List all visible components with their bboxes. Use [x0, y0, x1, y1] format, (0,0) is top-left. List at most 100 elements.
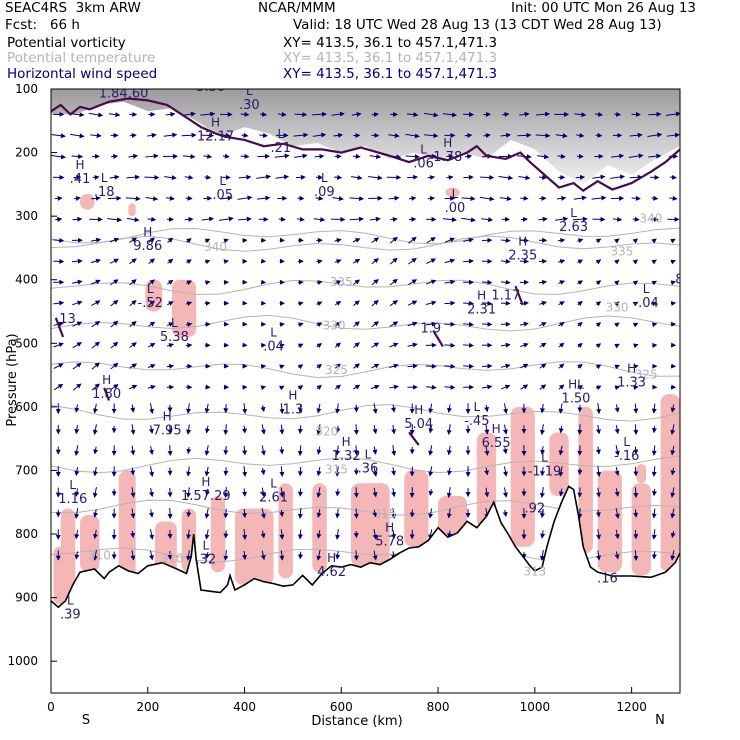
extremum-letter: H [342, 435, 351, 449]
wind-vector [538, 174, 548, 180]
extremum-letter: L [277, 127, 284, 141]
wind-vector [312, 132, 327, 138]
wind-vector [576, 132, 585, 138]
wind-vector [484, 424, 490, 435]
wind-vector [391, 445, 397, 457]
wind-vector [277, 111, 287, 117]
wind-vector [316, 363, 323, 369]
wind-vector [296, 216, 305, 222]
wind-vector [614, 551, 620, 560]
wind-vector [335, 488, 341, 497]
wind-vector [537, 154, 550, 160]
wind-vector [463, 363, 474, 369]
wind-vector [444, 237, 455, 243]
wind-vector [186, 529, 192, 540]
wind-vector [352, 384, 361, 390]
wind-vector [629, 132, 643, 138]
wind-vector [502, 446, 508, 455]
wind-vector [71, 279, 83, 285]
wind-vector [670, 467, 676, 476]
wind-vector [444, 258, 456, 264]
wind-vector [651, 280, 658, 286]
wind-vector [242, 508, 248, 519]
wind-vector [391, 467, 397, 476]
wind-vector [372, 550, 378, 561]
extremum-letter: H [288, 388, 297, 402]
wind-vector [447, 467, 452, 476]
wind-vector [204, 508, 210, 519]
extremum-value: 1.9 [420, 322, 441, 337]
pv-shade-region [53, 546, 66, 604]
wind-vector [446, 487, 452, 498]
wind-vector [391, 488, 397, 498]
pv-contour-segment [514, 285, 524, 306]
extremum-value: 9.86 [133, 239, 162, 254]
wind-vector [352, 153, 361, 159]
wind-vector [316, 343, 323, 348]
wind-vector [369, 154, 382, 160]
theta-contour [51, 279, 680, 296]
wind-vector [389, 278, 398, 286]
wind-vector [558, 466, 564, 477]
extremum-letter: L [219, 174, 226, 188]
wind-vector [614, 259, 620, 265]
init-time: Init: 00 UTC Mon 26 Aug 13 [511, 0, 696, 16]
field-theta-name: Potential temperature [7, 50, 156, 66]
wind-vector [428, 508, 434, 519]
wind-vector [484, 487, 490, 498]
wind-vector [595, 343, 602, 349]
pv-shade-region [350, 483, 390, 566]
wind-vector [294, 153, 308, 159]
wind-vector [71, 258, 83, 264]
wind-vector [595, 509, 601, 518]
wind-vector [632, 238, 639, 244]
wind-vector [651, 445, 657, 456]
wind-vector [577, 385, 583, 390]
wind-vector [389, 363, 399, 369]
wind-vector [665, 111, 680, 117]
wind-vector [223, 467, 229, 476]
extremum-value: .92 [525, 502, 546, 517]
theta-contour-label: 315 [373, 507, 396, 521]
wind-vector [353, 300, 360, 306]
wind-vector [577, 445, 583, 456]
wind-vector [128, 384, 138, 390]
wind-vector [70, 133, 85, 139]
extremum-letter: H [102, 373, 111, 387]
wind-vector [651, 238, 657, 244]
wind-vector [167, 445, 173, 457]
extremum-value: .30 [239, 98, 260, 113]
wind-vector [316, 259, 323, 264]
wind-vector [90, 279, 101, 285]
wind-vector [128, 153, 139, 159]
extremum-letter: H [492, 422, 501, 436]
wind-vector [407, 342, 418, 348]
contour-labels-layer: 340 340 335 335 330 330 325 325 320 315 315 310 310 3… [55, 89, 680, 623]
wind-vector [126, 174, 141, 180]
wind-vector [595, 259, 602, 265]
wind-vector [110, 362, 119, 370]
wind-vector [223, 259, 230, 265]
wind-vector [651, 529, 657, 540]
wind-vector [595, 446, 601, 455]
wind-vector [223, 487, 229, 499]
pv-shade-region [549, 432, 569, 496]
wind-vector [90, 237, 102, 243]
wind-vector [297, 488, 303, 497]
extremum-letter: L [202, 538, 209, 552]
wind-vector [500, 279, 511, 285]
x-tick-label: 400 [233, 700, 256, 714]
wind-vector [312, 111, 328, 117]
wind-vector [633, 403, 639, 414]
wind-vector [540, 467, 546, 477]
wind-vector [130, 508, 136, 519]
wind-vector [223, 530, 229, 539]
pv-contour-segment [408, 431, 420, 446]
wind-vector [444, 342, 456, 348]
wind-vector [129, 300, 137, 307]
wind-vector [165, 111, 176, 117]
wind-vector [185, 301, 193, 307]
wind-vector [558, 237, 566, 243]
wind-vector [51, 154, 67, 160]
theta-contour [51, 235, 680, 252]
